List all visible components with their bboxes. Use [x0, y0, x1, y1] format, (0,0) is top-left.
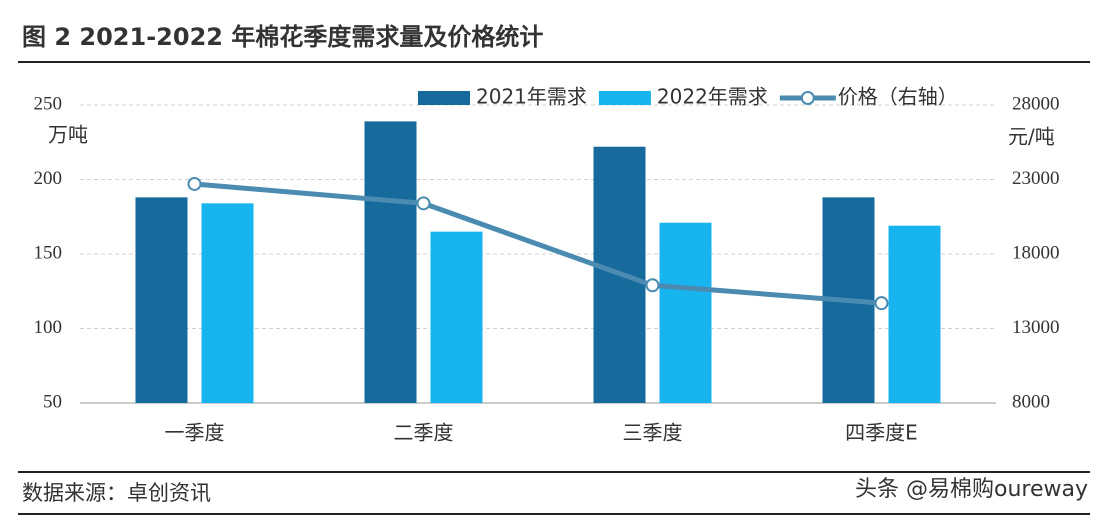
legend-label: 2021年需求 — [476, 85, 587, 109]
x-tick-label: 二季度 — [394, 421, 454, 445]
price-marker — [645, 278, 660, 293]
chart-title: 图 2 2021-2022 年棉花季度需求量及价格统计 — [22, 23, 543, 51]
legend-swatch — [418, 91, 470, 105]
y-tick-label: 100 — [34, 317, 63, 338]
y2-tick-label: 23000 — [1012, 168, 1060, 189]
x-tick-label: 四季度E — [845, 421, 918, 445]
bar — [888, 225, 941, 403]
y-tick-label: 250 — [34, 93, 63, 114]
x-tick-label: 一季度 — [165, 421, 225, 445]
y2-tick-label: 18000 — [1012, 242, 1060, 263]
price-marker — [187, 176, 202, 191]
legend-swatch — [598, 91, 651, 105]
y2-tick-label: 13000 — [1012, 317, 1060, 338]
price-line — [194, 181, 882, 306]
watermark: 头条 @易棉购oureway — [855, 477, 1088, 502]
y-tick-label: 150 — [34, 242, 63, 263]
source: 数据来源：卓创资讯 — [22, 481, 211, 505]
y-tick-label: 200 — [34, 168, 63, 189]
legend-swatch — [800, 91, 815, 105]
legend-label: 价格（右轴） — [838, 85, 958, 109]
price-marker — [874, 296, 889, 311]
y2-unit: 元/吨 — [1008, 125, 1055, 149]
y2-tick-label: 8000 — [1012, 391, 1050, 412]
bar — [201, 203, 254, 403]
y2-tick-label: 28000 — [1012, 93, 1060, 114]
y-unit: 万吨 — [48, 123, 88, 147]
x-tick-label: 三季度 — [623, 421, 683, 445]
bar — [430, 231, 483, 403]
bar — [659, 222, 712, 403]
price-marker — [416, 196, 431, 211]
legend-label: 2022年需求 — [657, 85, 768, 109]
bar — [135, 197, 188, 403]
y-tick-label: 50 — [43, 391, 62, 412]
bar — [364, 121, 417, 403]
